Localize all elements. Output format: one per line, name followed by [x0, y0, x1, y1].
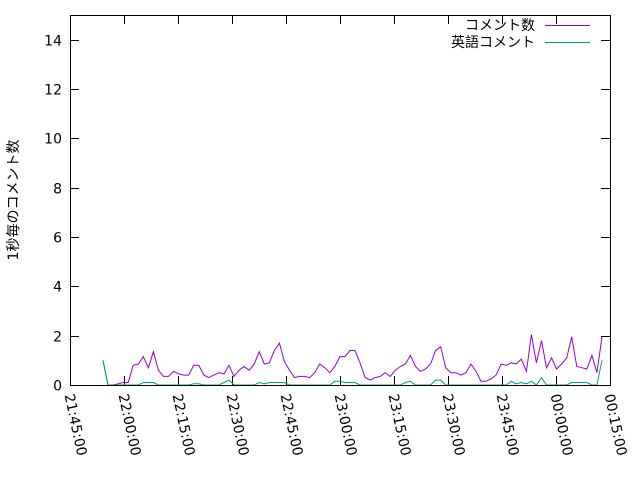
y-tick-label: 12 — [44, 83, 62, 99]
y-tick-label: 10 — [44, 132, 62, 148]
legend-label: 英語コメント — [451, 34, 535, 51]
legend-label: コメント数 — [465, 18, 535, 34]
plot-frame — [70, 15, 611, 386]
series-line-1 — [102, 334, 603, 386]
y-tick-label: 2 — [53, 330, 62, 346]
y-tick-label: 6 — [53, 231, 62, 247]
y-axis-label: 1秒毎のコメント数 — [6, 140, 22, 261]
y-tick-label: 8 — [53, 182, 62, 198]
y-tick-label: 0 — [53, 379, 62, 395]
y-tick-label: 14 — [44, 34, 62, 50]
y-tick-label: 4 — [53, 280, 62, 296]
